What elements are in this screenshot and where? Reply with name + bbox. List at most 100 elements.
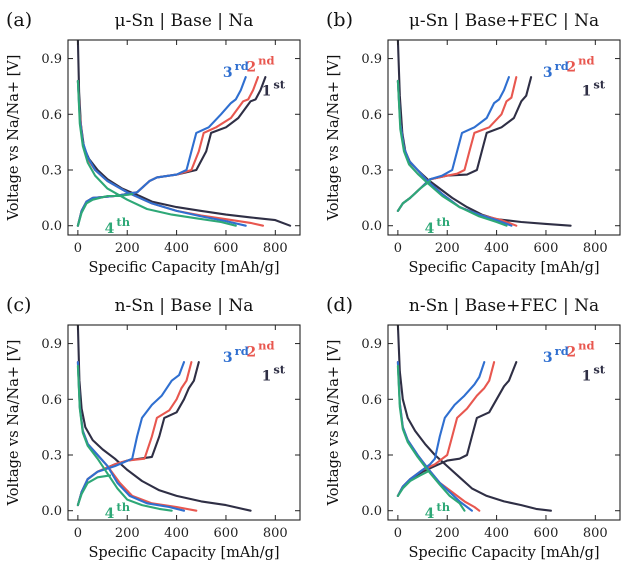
cycle-number: 2 [246, 345, 256, 361]
x-tick-label: 600 [534, 241, 559, 256]
cycle-suffix: th [436, 500, 450, 514]
series-4th-discharge-line [76, 79, 237, 227]
cycle-number: 4 [425, 221, 435, 237]
series-3rd-charge-line [76, 361, 186, 507]
panel-d: (d) n-Sn | Base+FEC | Na 0 200 400 600 800 0.0 0… [326, 294, 621, 561]
panel-title: μ-Sn | Base+FEC | Na [409, 11, 599, 31]
series-3rd-charge-line [396, 76, 510, 212]
panel-title: n-Sn | Base | Na [115, 296, 254, 316]
panel-label: (b) [326, 9, 353, 31]
series-2nd-charge-line [76, 361, 193, 507]
cycle-suffix: st [273, 78, 285, 92]
y-tick-label: 0.3 [361, 164, 382, 179]
series-4th-discharge-line [76, 364, 173, 512]
cycle-number: 4 [105, 506, 115, 522]
x-tick-label: 200 [435, 526, 460, 541]
x-axis-label: Specific Capacity [mAh/g] [88, 260, 279, 276]
axes-frame [387, 324, 621, 521]
cycle-number: 3 [543, 65, 553, 81]
y-tick-label: 0.9 [361, 52, 382, 67]
series-1st-charge-line [76, 76, 267, 227]
axes-frame [67, 324, 301, 521]
cycle-suffix: nd [258, 54, 274, 68]
y-axis-label: Voltage vs Na/Na+ [V] [6, 340, 22, 507]
series-2nd-charge-line [396, 76, 518, 212]
cycle-suffix: th [116, 500, 130, 514]
x-tick-label: 600 [214, 526, 239, 541]
cycle-suffix: nd [258, 339, 274, 353]
cycle-number: 3 [543, 350, 553, 366]
cycle-number: 3 [223, 65, 233, 81]
x-tick-label: 400 [484, 526, 509, 541]
y-tick-label: 0.9 [41, 337, 62, 352]
panel-title: n-Sn | Base+FEC | Na [409, 296, 599, 316]
cycle-number: 1 [262, 84, 272, 100]
series-4th-charge-line [76, 474, 112, 507]
y-tick-label: 0.0 [361, 504, 382, 519]
x-axis-label: Specific Capacity [mAh/g] [408, 545, 599, 561]
series-3rd-discharge-line [396, 361, 473, 512]
x-tick-label: 800 [263, 526, 288, 541]
panel-c: (c) n-Sn | Base | Na 0 200 400 600 800 0.0 0.3 0.… [6, 294, 301, 561]
x-tick-label: 800 [583, 241, 608, 256]
y-tick-label: 0.0 [41, 504, 62, 519]
series-3rd-charge-line [396, 361, 486, 497]
x-tick-label: 0 [394, 241, 402, 256]
y-tick-label: 0.0 [361, 219, 382, 234]
cycle-suffix: st [593, 363, 605, 377]
y-axis-label: Voltage vs Na/Na+ [V] [326, 340, 342, 507]
cycle-suffix: nd [578, 54, 594, 68]
cycle-suffix: th [436, 215, 450, 229]
cycle-number: 4 [425, 506, 435, 522]
x-tick-label: 400 [164, 241, 189, 256]
x-tick-label: 400 [164, 526, 189, 541]
x-tick-label: 0 [74, 526, 82, 541]
series-3rd-charge-line [76, 76, 247, 227]
panel-title: μ-Sn | Base | Na [115, 11, 254, 31]
y-tick-label: 0.9 [41, 52, 62, 67]
series-4th-charge-line [396, 180, 432, 212]
series-1st-discharge-line [76, 40, 292, 227]
series-4th-charge-line [76, 193, 134, 227]
series-4th-discharge-line [396, 364, 466, 512]
x-tick-label: 800 [583, 526, 608, 541]
axes-frame [387, 39, 621, 236]
y-tick-label: 0.3 [41, 164, 62, 179]
y-tick-label: 0.6 [41, 393, 62, 408]
x-tick-label: 0 [394, 526, 402, 541]
series-2nd-charge-line [396, 361, 496, 497]
series-4th-discharge-line [396, 79, 508, 227]
x-tick-label: 400 [484, 241, 509, 256]
x-tick-label: 200 [115, 241, 140, 256]
y-tick-label: 0.3 [41, 449, 62, 464]
cycle-number: 4 [105, 221, 115, 237]
x-tick-label: 0 [74, 241, 82, 256]
cycle-number: 1 [582, 369, 592, 385]
cycle-suffix: rd [235, 344, 249, 358]
x-tick-label: 600 [534, 526, 559, 541]
cycle-suffix: th [116, 215, 130, 229]
x-tick-label: 800 [263, 241, 288, 256]
y-tick-label: 0.3 [361, 449, 382, 464]
cycle-number: 2 [246, 60, 256, 76]
x-tick-label: 600 [214, 241, 239, 256]
panel-label: (c) [6, 294, 31, 316]
series-2nd-charge-line [76, 76, 260, 227]
x-axis-label: Specific Capacity [mAh/g] [88, 545, 279, 561]
cycle-number: 1 [582, 84, 592, 100]
curves [396, 40, 572, 227]
